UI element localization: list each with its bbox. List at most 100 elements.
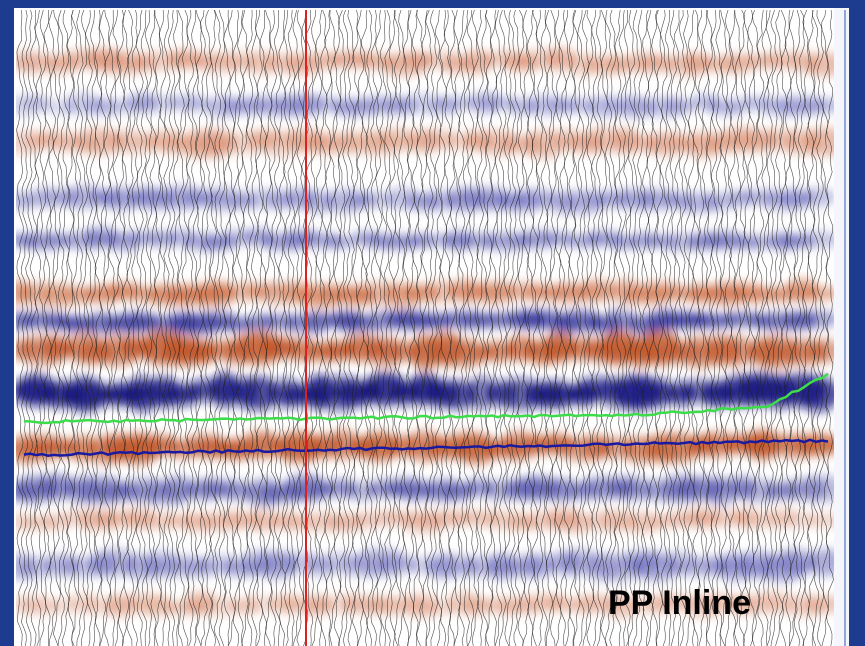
wiggle: [388, 10, 397, 646]
wiggle: [66, 10, 75, 646]
wiggle: [186, 10, 195, 646]
wiggle: [310, 10, 319, 646]
wiggle: [370, 10, 379, 646]
wiggle: [112, 10, 121, 646]
wiggle: [646, 10, 655, 646]
wiggle: [802, 10, 811, 646]
band-blob: [660, 99, 696, 114]
wiggle: [586, 10, 595, 646]
wiggle: [89, 10, 97, 646]
wiggle: [669, 10, 678, 646]
wiggle: [448, 10, 457, 646]
band-blob: [775, 548, 818, 576]
wiggle: [678, 10, 687, 646]
wiggle: [604, 10, 613, 646]
wiggle: [374, 10, 383, 646]
wiggle: [650, 10, 659, 646]
wiggle: [770, 10, 779, 646]
wiggle: [724, 10, 732, 646]
band-blob: [577, 279, 619, 302]
wiggle: [200, 10, 208, 646]
wiggle: [480, 10, 489, 646]
wiggle: [499, 10, 507, 646]
wiggle: [628, 10, 636, 646]
wiggle: [609, 10, 618, 646]
wiggle: [333, 10, 342, 646]
wiggle: [209, 10, 217, 646]
band-blob: [323, 236, 356, 248]
wiggle: [614, 10, 622, 646]
wiggle: [130, 10, 139, 646]
wiggle: [816, 10, 825, 646]
wiggle: [517, 10, 526, 646]
wiggle: [595, 10, 604, 646]
wiggle: [581, 10, 590, 646]
wiggle: [591, 10, 599, 646]
wiggle: [475, 10, 485, 646]
wiggle: [793, 10, 802, 646]
wiggle: [637, 10, 646, 646]
section-label: PP Inline: [608, 584, 751, 622]
band-blob: [534, 381, 580, 408]
wiggle: [305, 10, 314, 646]
wiggle: [356, 10, 365, 646]
wiggle: [264, 10, 273, 646]
wiggle: [775, 10, 783, 646]
horizon-blue: [23, 438, 829, 457]
wiggle: [315, 10, 323, 646]
wiggle: [526, 10, 535, 646]
wiggle: [788, 10, 797, 646]
wiggle: [29, 10, 38, 646]
wiggle: [421, 10, 429, 646]
band-blob: [806, 549, 834, 576]
wiggle: [84, 10, 93, 646]
wiggle: [94, 10, 103, 646]
wiggle: [416, 10, 425, 646]
wiggle: [807, 10, 816, 646]
wiggle: [540, 10, 549, 646]
wiggle: [779, 10, 788, 646]
wiggle: [692, 10, 701, 646]
wiggle: [108, 10, 116, 646]
wiggle: [190, 10, 199, 646]
wiggle: [466, 10, 475, 646]
wiggle: [752, 10, 760, 646]
wiggle: [287, 10, 296, 646]
wiggle: [439, 10, 447, 646]
wiggle: [811, 10, 820, 646]
wiggle: [121, 10, 130, 646]
wiggle: [57, 10, 66, 646]
wiggle: [673, 10, 682, 646]
side-strip: [834, 8, 849, 646]
wiggle: [135, 10, 144, 646]
band-blob: [803, 339, 834, 364]
wiggle: [660, 10, 668, 646]
wiggle: [43, 10, 52, 646]
wiggle: [292, 10, 301, 646]
wiggle: [213, 10, 222, 646]
wiggle: [393, 10, 401, 646]
wiggle: [461, 10, 471, 646]
wiggle: [48, 10, 57, 646]
wiggle: [144, 10, 153, 646]
wiggle: [765, 10, 774, 646]
wiggle: [273, 10, 282, 646]
wiggle-traces: [16, 10, 834, 646]
wiggle: [494, 10, 503, 646]
wiggle: [535, 10, 544, 646]
wiggle: [554, 10, 563, 646]
wiggle: [443, 10, 452, 646]
wiggle: [98, 10, 107, 646]
wiggle: [75, 10, 84, 646]
wiggle: [103, 10, 112, 646]
wiggle: [365, 10, 374, 646]
wiggle: [453, 10, 461, 646]
wiggle: [407, 10, 416, 646]
wiggle: [434, 10, 443, 646]
wiggle: [710, 10, 719, 646]
band-blob: [557, 512, 595, 533]
wiggle: [126, 10, 135, 646]
wiggle: [383, 10, 392, 646]
wiggle: [715, 10, 724, 646]
wiggle: [784, 10, 792, 646]
